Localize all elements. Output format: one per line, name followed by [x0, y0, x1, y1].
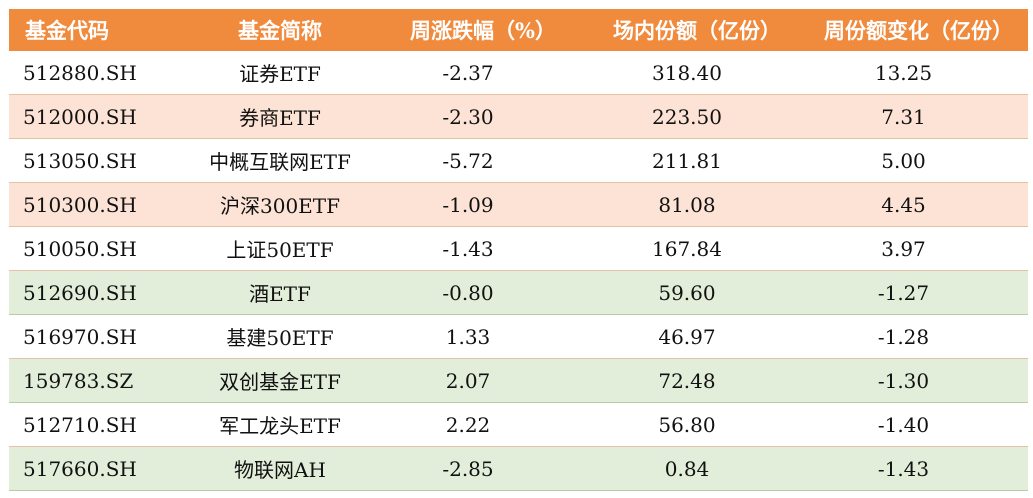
weekly-change-cell: -0.80: [442, 280, 494, 305]
fund-name-cell: 沪深300ETF: [220, 194, 340, 218]
shares-cell: 0.84: [664, 456, 710, 481]
fund-name-cell: 基建50ETF: [226, 326, 334, 350]
fund-name-cell: 证券ETF: [239, 62, 321, 86]
weekly-change-cell: -2.37: [442, 60, 494, 85]
shares-cell: 56.80: [658, 412, 716, 437]
fund-name-cell: 物联网AH: [234, 458, 326, 482]
share-change-cell: 7.31: [881, 104, 926, 129]
weekly-change-cell: 2.07: [445, 368, 491, 393]
weekly-change-cell: 2.22: [445, 412, 491, 437]
table-row: 517660.SH 物联网AH -2.85 0.84 -1.43: [9, 447, 1028, 491]
share-change-cell: -1.27: [877, 280, 930, 305]
fund-name-cell: 军工龙头ETF: [219, 414, 341, 438]
fund-name-cell: 券商ETF: [239, 106, 321, 130]
share-change-cell: 5.00: [881, 148, 926, 173]
share-change-cell: 3.97: [881, 236, 926, 261]
table-row: 510300.SH 沪深300ETF -1.09 81.08 4.45: [9, 183, 1028, 227]
table-row: 512710.SH 军工龙头ETF 2.22 56.80 -1.40: [9, 403, 1028, 447]
table-header: 基金代码 基金简称 周涨跌幅（%） 场内份额（亿份） 周份额变化（亿份）: [9, 9, 1028, 51]
fund-name-cell: 中概互联网ETF: [209, 150, 351, 174]
share-change-cell: -1.30: [877, 368, 930, 393]
weekly-change-cell: -5.72: [442, 148, 494, 173]
share-change-cell: -1.28: [877, 324, 930, 349]
table-row: 512690.SH 酒ETF -0.80 59.60 -1.27: [9, 271, 1028, 315]
shares-cell: 72.48: [658, 368, 716, 393]
fund-code-cell: 510050.SH: [23, 236, 137, 261]
shares-cell: 318.40: [652, 60, 722, 85]
fund-code-cell: 512880.SH: [23, 60, 137, 85]
weekly-change-cell: -2.85: [442, 456, 494, 481]
weekly-change-cell: 1.33: [445, 324, 491, 349]
header-share-change: 周份额变化（亿份）: [824, 18, 1013, 43]
fund-code-cell: 512710.SH: [23, 412, 137, 437]
fund-code-cell: 512000.SH: [23, 104, 137, 129]
table-row: 513050.SH 中概互联网ETF -5.72 211.81 5.00: [9, 139, 1028, 183]
share-change-cell: 13.25: [874, 60, 933, 85]
share-change-cell: 4.45: [881, 192, 926, 217]
fund-code-cell: 516970.SH: [23, 324, 137, 349]
fund-name-cell: 酒ETF: [249, 282, 311, 306]
fund-code-cell: 510300.SH: [23, 192, 137, 217]
share-change-cell: -1.43: [877, 456, 930, 481]
shares-cell: 46.97: [658, 324, 716, 349]
fund-name-cell: 上证50ETF: [226, 238, 334, 262]
table-row: 159783.SZ 双创基金ETF 2.07 72.48 -1.30: [9, 359, 1028, 403]
fund-code-cell: 159783.SZ: [23, 368, 134, 393]
table-row: 512000.SH 券商ETF -2.30 223.50 7.31: [9, 95, 1028, 139]
table-row: 516970.SH 基建50ETF 1.33 46.97 -1.28: [9, 315, 1028, 359]
shares-cell: 59.60: [658, 280, 716, 305]
table-row: 512880.SH 证券ETF -2.37 318.40 13.25: [9, 51, 1028, 95]
weekly-change-cell: -1.09: [442, 192, 494, 217]
table-row: 510050.SH 上证50ETF -1.43 167.84 3.97: [9, 227, 1028, 271]
fund-name-cell: 双创基金ETF: [219, 370, 341, 394]
share-change-cell: -1.40: [877, 412, 930, 437]
etf-share-table: 基金代码 基金简称 周涨跌幅（%） 场内份额（亿份） 周份额变化（亿份） 512…: [9, 9, 1028, 491]
header-fund-code: 基金代码: [25, 18, 109, 43]
shares-cell: 211.81: [652, 148, 722, 173]
fund-code-cell: 512690.SH: [23, 280, 137, 305]
shares-cell: 81.08: [658, 192, 716, 217]
fund-code-cell: 513050.SH: [23, 148, 137, 173]
shares-cell: 167.84: [652, 236, 722, 261]
shares-cell: 223.50: [652, 104, 722, 129]
weekly-change-cell: -1.43: [442, 236, 494, 261]
header-fund-name: 基金简称: [238, 18, 322, 43]
header-weekly-change: 周涨跌幅（%）: [410, 18, 556, 43]
table-body: 512880.SH 证券ETF -2.37 318.40 13.25 512000.SH 券…: [9, 51, 1028, 491]
fund-code-cell: 517660.SH: [23, 456, 137, 481]
weekly-change-cell: -2.30: [442, 104, 494, 129]
header-shares: 场内份额（亿份）: [613, 18, 781, 43]
